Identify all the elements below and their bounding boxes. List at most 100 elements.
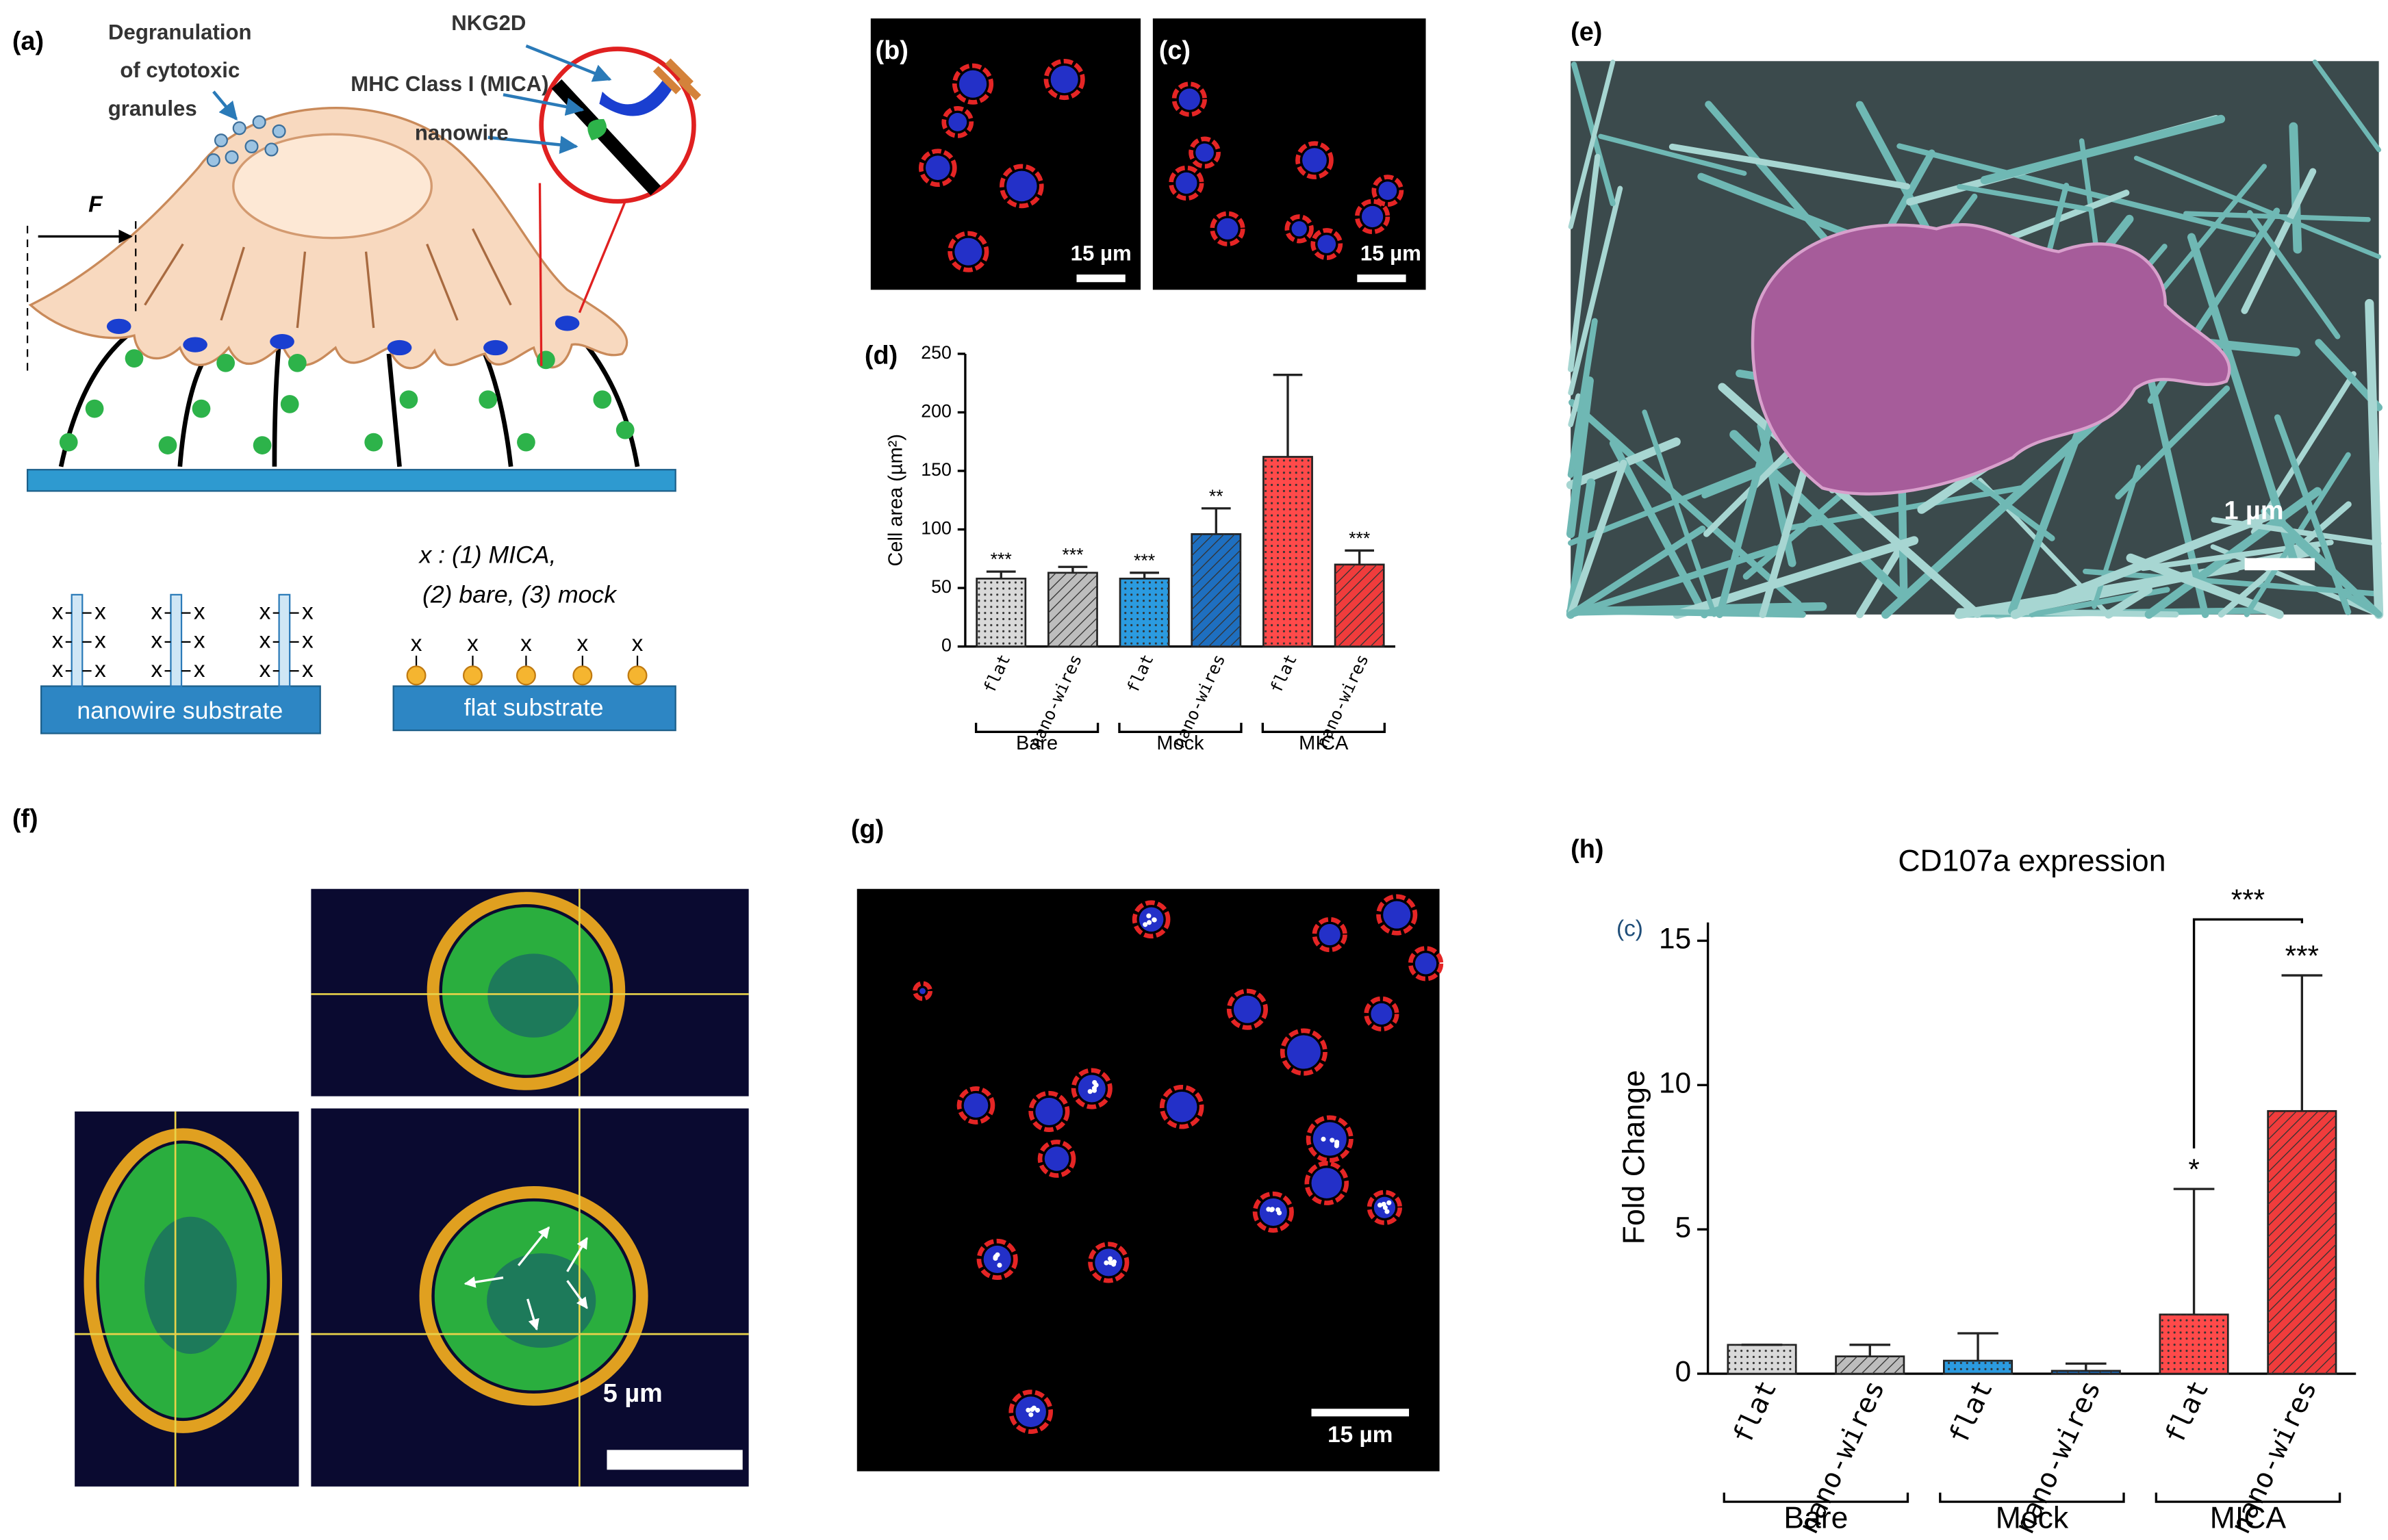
granule bbox=[1277, 1210, 1282, 1216]
scale-bar bbox=[1311, 1409, 1410, 1417]
y-tick-label: 100 bbox=[921, 518, 952, 539]
cell-nucleus bbox=[1311, 1168, 1343, 1198]
sem-nanowire bbox=[1568, 393, 1582, 428]
scale-bar bbox=[1076, 274, 1126, 283]
scale-bar-label: 15 µm bbox=[1328, 1422, 1393, 1448]
zoom-ligand bbox=[587, 118, 607, 141]
cell-nucleus bbox=[1006, 170, 1037, 202]
cell-membrane bbox=[1088, 1242, 1130, 1283]
nkg2d-receptors bbox=[106, 316, 580, 356]
mica-ligands bbox=[59, 349, 635, 454]
group-label: Bare bbox=[1016, 732, 1058, 754]
x-mark: x bbox=[151, 628, 163, 654]
cell-nucleus bbox=[1362, 205, 1384, 228]
x-tick-label: flat bbox=[1266, 651, 1301, 696]
granule bbox=[1107, 1256, 1113, 1261]
sem-nanowire bbox=[2250, 371, 2357, 535]
x-mark: x bbox=[259, 628, 271, 654]
arrow bbox=[487, 136, 579, 154]
sem-nanowire bbox=[1668, 143, 1911, 190]
cell-membrane bbox=[1408, 946, 1444, 981]
cell-nucleus bbox=[1217, 218, 1239, 240]
sem-nanowire bbox=[1718, 383, 1982, 619]
sem-nanowire bbox=[2247, 209, 2341, 339]
x-mark: x bbox=[94, 657, 106, 682]
scale-bar bbox=[1357, 274, 1406, 283]
y-tick-label: 200 bbox=[921, 401, 952, 422]
x-mark: x bbox=[52, 657, 64, 682]
x-mark: x bbox=[194, 628, 205, 654]
zoom-membrane bbox=[652, 58, 702, 101]
cell-nucleus bbox=[1319, 923, 1341, 946]
cell-membrane bbox=[1043, 58, 1085, 101]
cell-nucleus bbox=[1166, 1091, 1197, 1122]
group-bracket bbox=[1261, 722, 1386, 733]
cell-nucleus bbox=[925, 155, 950, 181]
cell-nucleus bbox=[1371, 1003, 1393, 1025]
force-label: F bbox=[88, 192, 103, 218]
label: nanowire substrate bbox=[77, 697, 283, 724]
significance: ** bbox=[1209, 486, 1223, 506]
scale-bar-label: 15 µm bbox=[1071, 241, 1132, 265]
sem-nanowire bbox=[1568, 399, 1802, 607]
cell-membrane bbox=[1071, 1068, 1113, 1109]
significance: *** bbox=[1134, 550, 1155, 571]
cell-membrane bbox=[1295, 141, 1334, 179]
y-tick-label: 10 bbox=[1659, 1066, 1691, 1099]
flat-substrate bbox=[392, 685, 676, 732]
granule bbox=[1152, 917, 1157, 923]
granule bbox=[1091, 1086, 1097, 1091]
x-mark: x bbox=[302, 628, 314, 654]
label: granules bbox=[108, 97, 197, 120]
scale-bar-label: 1 µm bbox=[2224, 497, 2283, 526]
cell-rim bbox=[419, 1186, 648, 1406]
substrate bbox=[26, 469, 676, 492]
panel-label: (b) bbox=[875, 36, 908, 65]
cell-membrane bbox=[976, 1238, 1018, 1281]
granule bbox=[1028, 1412, 1034, 1417]
cell-nucleus bbox=[1414, 953, 1437, 975]
zoom-circle bbox=[539, 47, 696, 204]
cell-core bbox=[487, 953, 580, 1038]
cell-membrane bbox=[941, 105, 974, 138]
y-axis-label: Fold Change bbox=[1618, 1070, 1651, 1244]
x-mark: x bbox=[467, 631, 479, 656]
anchor bbox=[572, 665, 593, 686]
sem-nanowire bbox=[1609, 439, 1708, 619]
anchor bbox=[627, 665, 648, 686]
sem-nanowire bbox=[1855, 548, 1902, 619]
arrow bbox=[566, 1280, 588, 1309]
granule bbox=[1087, 1089, 1093, 1094]
panel-label: (a) bbox=[12, 27, 44, 56]
bar bbox=[2159, 1313, 2229, 1375]
granule bbox=[1146, 913, 1152, 919]
sem-nanowire bbox=[1577, 607, 1806, 618]
cell-membrane bbox=[1210, 211, 1245, 246]
granule bbox=[1108, 1260, 1113, 1266]
group-label: Bare bbox=[1783, 1502, 1848, 1535]
cell-nucleus bbox=[1139, 907, 1164, 932]
cell-membrane bbox=[1008, 1389, 1053, 1435]
cell-nucleus bbox=[948, 113, 967, 131]
y-tick-label: 150 bbox=[921, 459, 952, 480]
group-label: MICA bbox=[2210, 1502, 2287, 1535]
arrow bbox=[503, 93, 585, 116]
granule bbox=[1334, 1143, 1339, 1148]
significance: *** bbox=[1349, 528, 1370, 548]
panel-label: (g) bbox=[851, 815, 884, 844]
granule bbox=[993, 1255, 998, 1261]
cell-nucleus bbox=[1312, 1122, 1347, 1156]
anchor bbox=[462, 665, 483, 686]
cell-nucleus bbox=[1050, 65, 1078, 94]
sem-nanowire bbox=[2289, 122, 2302, 254]
sem-nanowire bbox=[2010, 510, 2276, 619]
cell-rim bbox=[84, 1128, 283, 1433]
arrow bbox=[463, 1276, 504, 1288]
cell-membrane bbox=[1252, 1191, 1294, 1233]
group-label: Mock bbox=[1996, 1502, 2069, 1535]
nanowire bbox=[278, 593, 291, 687]
micrograph-g bbox=[856, 888, 1440, 1472]
sem-nanowire bbox=[2083, 568, 2382, 597]
x-tick-label: flat bbox=[979, 651, 1014, 696]
x-mark: x bbox=[411, 631, 422, 656]
